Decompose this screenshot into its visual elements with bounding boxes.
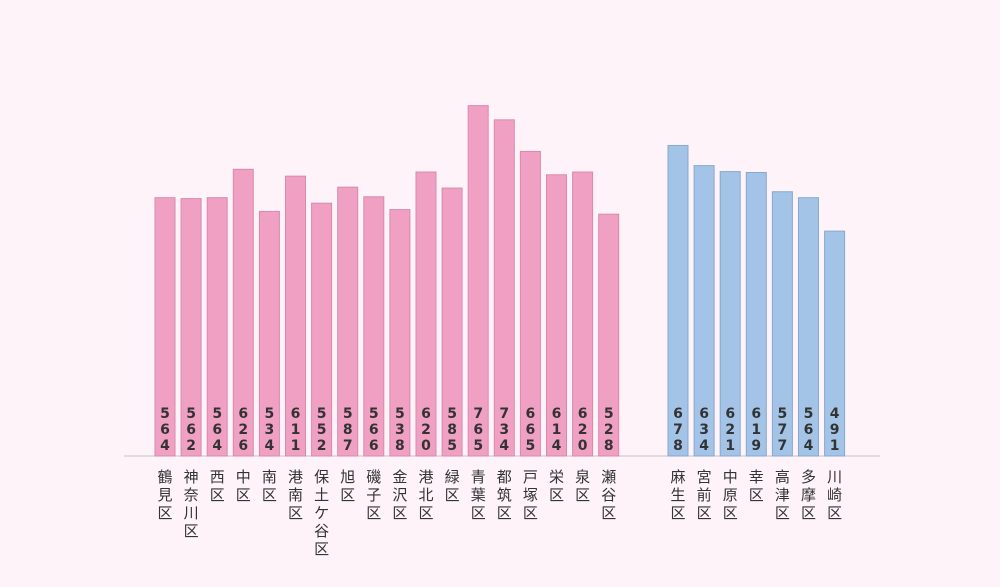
category-label: 栄区 [549,468,564,504]
bar [311,202,333,457]
category-label: 港南区 [288,468,303,522]
bar [546,174,567,457]
bar [798,197,819,457]
category-label: 戸塚区 [523,468,538,522]
bar [572,171,594,457]
bar [467,105,489,457]
bar [693,165,715,457]
category-label: 麻生区 [670,468,685,522]
bar [598,213,620,457]
category-label: 宮前区 [697,468,712,522]
bar [258,210,280,457]
bar [519,150,541,457]
bar [180,198,202,457]
category-label: 幸区 [749,468,764,504]
category-label: 青葉区 [471,468,486,522]
bar [154,197,176,457]
category-label: 神奈川区 [184,468,199,540]
bar [771,191,793,457]
category-label: 南区 [262,468,277,504]
bar [493,119,515,457]
category-label: 鶴見区 [157,468,172,522]
category-label: 緑区 [445,468,460,504]
bar [206,197,228,457]
category-label: 高津区 [775,468,790,522]
bar [824,230,846,457]
bar [441,187,463,457]
category-label: 金沢区 [392,468,407,522]
bar [389,209,411,457]
category-label: 泉区 [575,468,590,504]
category-label: 保土ケ谷区 [314,468,329,558]
category-label: 中区 [236,468,251,504]
bar [285,175,306,457]
category-label: 中原区 [723,468,738,522]
category-label: 旭区 [340,468,355,504]
bar [719,171,741,457]
bar [337,186,359,457]
bar [232,168,254,457]
bar [415,171,437,457]
category-label: 瀬谷区 [601,468,616,522]
category-label: 多摩区 [801,468,816,522]
category-label: 磯子区 [366,468,381,522]
category-label: 都筑区 [497,468,512,522]
category-label: 港北区 [418,468,433,522]
bar [363,196,385,457]
category-label: 西区 [210,468,225,504]
bar [745,171,767,457]
bar [667,144,689,457]
category-label: 川崎区 [827,468,842,522]
